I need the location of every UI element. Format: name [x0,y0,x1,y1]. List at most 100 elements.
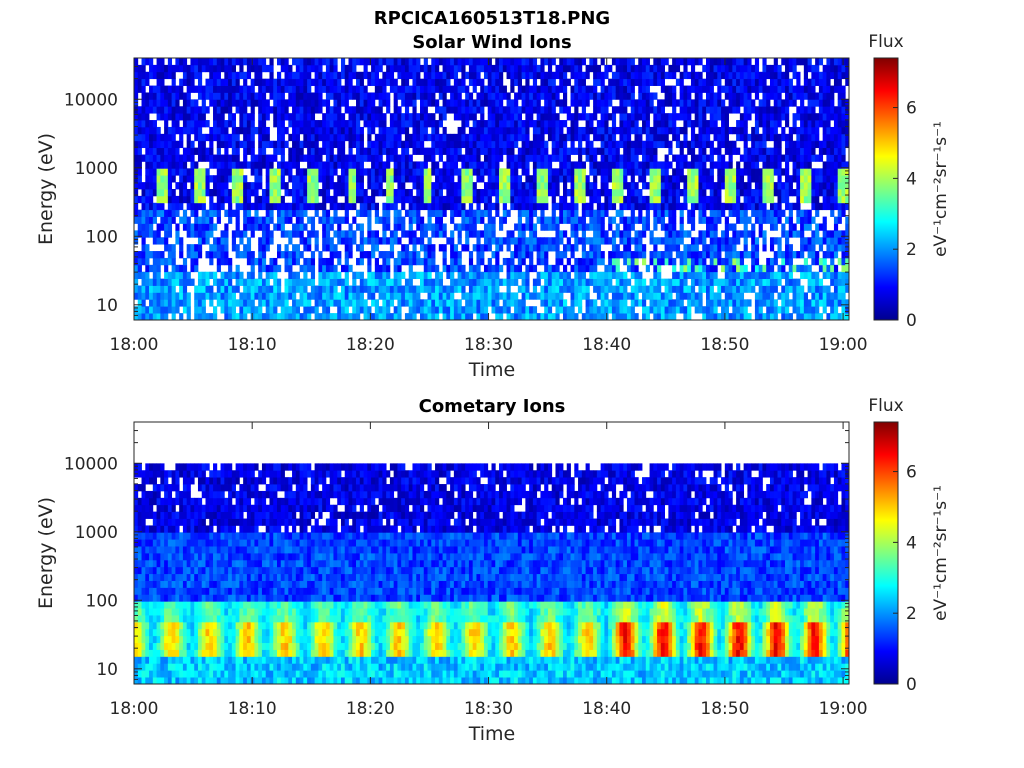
heatmap-cell [499,71,504,80]
heatmap-cell [645,85,650,93]
heatmap-cell [499,92,504,100]
heatmap-cell [532,85,538,93]
heatmap-cell [476,216,481,224]
heatmap-cell [551,78,556,86]
heatmap-cell [600,147,605,155]
heatmap-cell [566,285,571,293]
heatmap-cell [532,202,538,211]
heatmap-cell [532,92,538,100]
heatmap-cell [186,292,191,300]
heatmap-cell [438,202,443,211]
heatmap-cell [340,264,346,273]
heatmap-cell [329,292,334,300]
heatmap-cell [683,58,688,66]
heatmap-cell [495,237,500,245]
heatmap-cell [532,285,538,293]
heatmap-cell [213,154,218,162]
heatmap-cell [645,92,650,100]
heatmap-cell [149,230,154,238]
heatmap-cell [182,257,188,266]
heatmap-cell [510,175,515,183]
heatmap-cell [416,85,421,93]
heatmap-cell [250,154,255,162]
heatmap-cell [480,78,485,86]
heatmap-cell [167,126,173,135]
heatmap-cell [318,85,323,93]
heatmap-cell [258,264,263,273]
heatmap-cell [374,154,379,162]
heatmap-cell [657,161,662,169]
heatmap-cell [167,113,173,121]
heatmap-cell [137,285,142,293]
heatmap-cell [626,78,632,86]
heatmap-cell [517,195,522,204]
heatmap-cell [483,313,489,320]
heatmap-cell [483,133,489,142]
heatmap-cell [450,106,455,114]
heatmap-cell [363,71,368,80]
heatmap-cell [611,78,617,86]
heatmap-cell [386,292,391,300]
heatmap-cell [514,182,519,190]
heatmap-cell [186,230,191,238]
heatmap-cell [724,299,729,307]
heatmap-cell [337,113,342,121]
heatmap-cell [683,92,688,100]
heatmap-cell [608,85,613,93]
heatmap-cell [277,202,282,211]
heatmap-cell [717,278,722,286]
heatmap-cell [134,168,139,176]
heatmap-cell [348,223,353,231]
heatmap-cell [649,202,654,211]
heatmap-cell [559,78,564,86]
heatmap-cell [356,313,361,320]
heatmap-cell [593,251,598,259]
heatmap-cell [653,133,658,142]
heatmap-cell [626,168,632,176]
heatmap-cell [280,230,285,238]
heatmap-cell [657,58,662,66]
heatmap-cell [164,271,169,280]
heatmap-cell [570,292,575,300]
heatmap-cell [284,264,289,273]
heatmap-cell [427,306,432,314]
heatmap-cell [269,271,274,280]
heatmap-cell [322,99,327,107]
heatmap-cell [585,313,590,320]
heatmap-cell [363,313,368,320]
heatmap-cell [322,182,327,190]
heatmap-cell [709,161,714,169]
heatmap-cell [483,278,489,286]
heatmap-cell [585,120,590,128]
heatmap-cell [408,209,413,217]
heatmap-cell [231,71,236,80]
heatmap-cell [559,133,564,142]
heatmap-cell [532,264,538,273]
heatmap-cell [420,182,425,190]
heatmap-cell [600,92,605,100]
heatmap-cell [529,64,534,73]
heatmap-cell [540,147,545,155]
heatmap-cell [495,64,500,73]
heatmap-cell [239,202,244,211]
heatmap-cell [438,113,443,121]
heatmap-cell [476,257,481,266]
heatmap-cell [717,71,722,80]
heatmap-cell [220,133,225,142]
heatmap-cell [506,313,511,320]
heatmap-cell [318,64,323,73]
heatmap-cell [559,106,564,114]
heatmap-cell [453,313,459,320]
heatmap-cell [668,278,673,286]
heatmap-cell [642,78,647,86]
heatmap-cell [145,175,150,183]
heatmap-cell [224,195,229,204]
heatmap-cell [269,140,274,149]
heatmap-cell [374,285,379,293]
heatmap-cell [476,133,481,142]
heatmap-cell [544,147,549,155]
heatmap-cell [611,140,617,149]
heatmap-cell [476,202,481,211]
heatmap-cell [303,120,308,128]
heatmap-cell [446,264,451,273]
